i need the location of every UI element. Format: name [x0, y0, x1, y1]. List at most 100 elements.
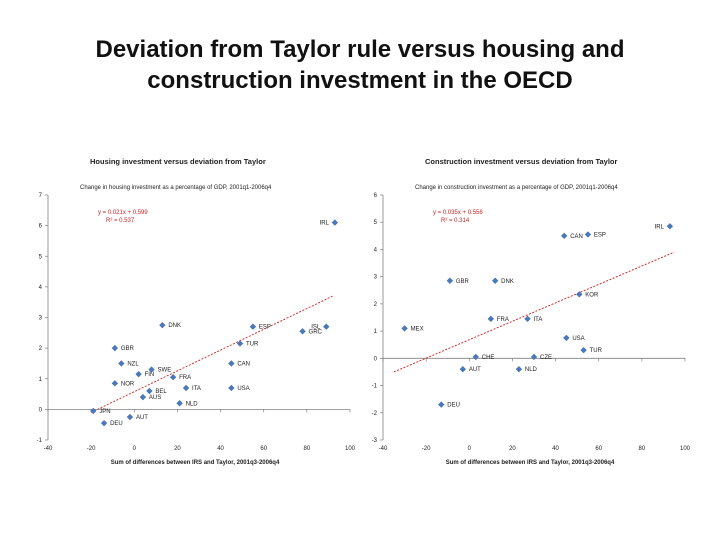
data-point-esp — [249, 323, 257, 330]
x-tick-label: 20 — [509, 446, 516, 452]
point-label-usa: USA — [572, 336, 584, 342]
point-label-grc: GRC — [309, 329, 323, 335]
y-tick-label: 6 — [39, 224, 43, 230]
chart-title: Housing investment versus deviation from… — [90, 157, 266, 166]
x-axis-title: Sum of differences between IRS and Taylo… — [446, 460, 615, 466]
y-tick-label: -2 — [372, 411, 378, 417]
y-tick-label: 7 — [39, 193, 43, 199]
point-label-ita: ITA — [534, 317, 543, 323]
data-point-fin — [135, 370, 142, 378]
x-tick-label: 100 — [680, 446, 691, 452]
trend-line — [90, 295, 333, 413]
data-point-gbr — [446, 277, 454, 284]
data-point-grc — [299, 328, 306, 335]
data-point-esp — [584, 231, 592, 238]
data-point-nor — [111, 380, 119, 387]
data-point-nld — [515, 366, 523, 373]
trend-r-squared: R² = 0.314 — [441, 218, 470, 224]
data-point-fra — [169, 374, 177, 381]
y-tick-label: 0 — [39, 407, 43, 413]
y-tick-label: 3 — [39, 316, 43, 322]
y-tick-label: 3 — [374, 275, 378, 281]
trend-equation: y = 0.035x + 0.556 — [433, 210, 483, 216]
data-point-aut — [459, 366, 467, 373]
point-label-che: CHE — [482, 355, 495, 361]
data-point-dnk — [159, 321, 166, 329]
point-label-swe: SWE — [158, 368, 172, 374]
point-label-fra: FRA — [497, 317, 509, 323]
x-tick-label: 60 — [595, 446, 602, 452]
x-tick-label: 80 — [639, 446, 646, 452]
point-label-dnk: DNK — [501, 279, 514, 285]
chart-title: Construction investment versus deviation… — [425, 157, 617, 166]
point-label-irl: IRL — [320, 221, 330, 227]
point-label-deu: DEU — [110, 421, 123, 427]
data-point-tur — [580, 346, 587, 354]
data-point-deu — [100, 419, 108, 427]
data-point-deu — [438, 401, 445, 408]
point-label-dnk: DNK — [168, 323, 181, 329]
x-tick-label: 40 — [217, 446, 224, 452]
data-point-irl — [331, 219, 339, 226]
data-point-usa — [563, 334, 570, 342]
data-point-tur — [236, 340, 244, 347]
y-tick-label: -1 — [372, 384, 378, 390]
x-tick-label: 60 — [260, 446, 267, 452]
y-tick-label: 1 — [39, 377, 43, 383]
x-tick-label: 40 — [552, 446, 559, 452]
point-label-jpn: JPN — [99, 409, 110, 415]
x-tick-label: 20 — [174, 446, 181, 452]
y-tick-label: 2 — [39, 346, 43, 352]
point-label-cze: CZE — [540, 355, 552, 361]
point-label-nor: NOR — [121, 381, 135, 387]
slide-title-line1: Deviation from Taylor rule versus housin… — [95, 36, 625, 63]
chart-subtitle: Change in construction investment as a p… — [415, 185, 618, 191]
data-point-aut — [126, 413, 134, 421]
data-point-cze — [530, 353, 538, 361]
point-label-kor: KOR — [585, 292, 599, 298]
point-label-aut: AUT — [136, 415, 148, 421]
y-tick-label: 5 — [374, 220, 378, 226]
x-tick-label: 0 — [468, 446, 472, 452]
y-tick-label: 0 — [374, 356, 378, 362]
point-label-nzl: NZL — [127, 361, 139, 367]
data-point-gbr — [111, 344, 119, 352]
data-point-mex — [401, 325, 408, 332]
data-point-isl — [323, 323, 330, 330]
construction-investment-chart: Construction investment versus deviation… — [372, 157, 691, 466]
point-label-usa: USA — [237, 386, 249, 392]
data-point-aus — [139, 393, 147, 401]
data-point-nld — [176, 400, 183, 407]
housing-investment-chart: Housing investment versus deviation from… — [37, 157, 356, 466]
x-tick-label: -40 — [379, 446, 388, 452]
x-tick-label: 0 — [133, 446, 137, 452]
point-label-can: CAN — [237, 361, 250, 367]
x-axis-title: Sum of differences between IRS and Taylo… — [111, 460, 280, 466]
slide-title-line2: construction investment in the OECD — [147, 67, 573, 94]
trend-equation: y = 0.021x + 0.599 — [98, 210, 148, 216]
y-tick-label: 1 — [374, 329, 378, 335]
data-point-usa — [228, 384, 235, 392]
slide-title: Deviation from Taylor rule versus housin… — [40, 34, 680, 96]
data-point-can — [561, 232, 568, 240]
y-tick-label: -3 — [372, 438, 378, 444]
point-label-fin: FIN — [145, 372, 155, 378]
point-label-ita: ITA — [192, 386, 201, 392]
trend-line — [393, 251, 675, 373]
point-label-nld: NLD — [525, 367, 538, 373]
point-label-fra: FRA — [179, 375, 191, 381]
y-tick-label: 4 — [374, 247, 378, 253]
point-label-can: CAN — [570, 234, 583, 240]
data-point-dnk — [491, 277, 499, 284]
point-label-esp: ESP — [594, 232, 606, 238]
y-tick-label: 5 — [39, 254, 43, 260]
point-label-esp: ESP — [259, 325, 271, 331]
data-point-ita — [524, 315, 531, 323]
x-tick-label: 80 — [304, 446, 311, 452]
point-label-gbr: GBR — [456, 279, 470, 285]
data-point-ita — [182, 384, 190, 392]
point-label-isl: ISL — [311, 325, 321, 331]
x-tick-label: -40 — [44, 446, 53, 452]
point-label-irl: IRL — [655, 224, 665, 230]
point-label-mex: MEX — [411, 326, 424, 332]
